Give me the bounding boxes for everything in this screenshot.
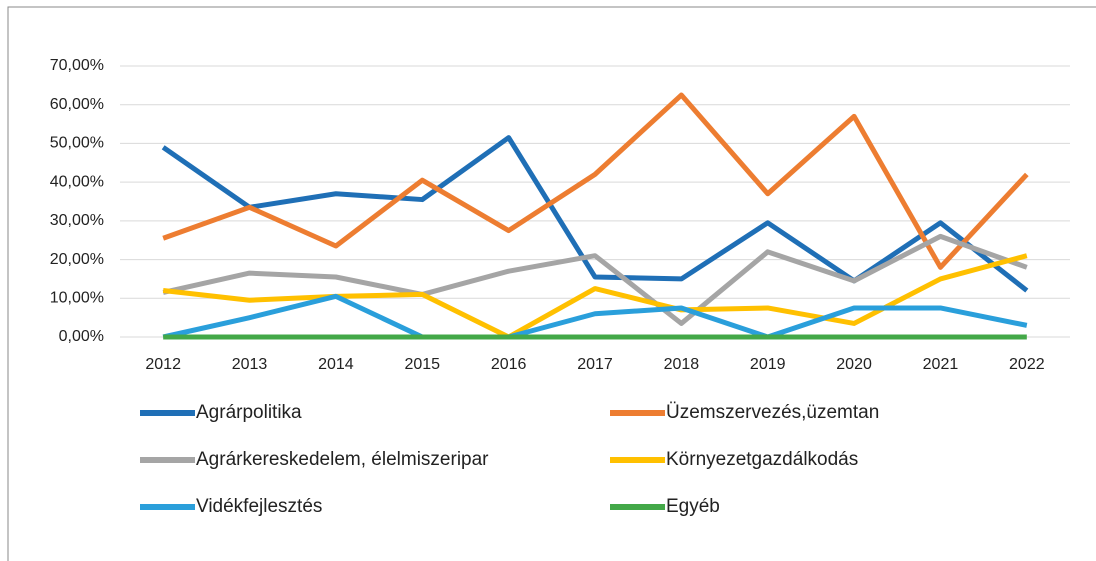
x-tick-label: 2020 <box>836 356 872 373</box>
y-tick-label: 70,00% <box>50 57 104 74</box>
y-tick-label: 40,00% <box>50 173 104 190</box>
legend-label: Egyéb <box>666 496 720 517</box>
x-tick-label: 2013 <box>232 356 268 373</box>
y-tick-label: 20,00% <box>50 251 104 268</box>
x-tick-label: 2015 <box>404 356 440 373</box>
x-tick-label: 2022 <box>1009 356 1045 373</box>
x-tick-label: 2012 <box>145 356 181 373</box>
x-tick-label: 2021 <box>923 356 959 373</box>
x-tick-label: 2018 <box>664 356 700 373</box>
y-tick-label: 60,00% <box>50 96 104 113</box>
series-line <box>162 293 1028 340</box>
x-tick-label: 2019 <box>750 356 786 373</box>
y-tick-label: 30,00% <box>50 212 104 229</box>
series-line <box>162 233 1028 326</box>
series-line <box>161 135 1029 293</box>
x-tick-label: 2017 <box>577 356 613 373</box>
frame <box>7 6 1096 561</box>
legend-label: Üzemszervezés,üzemtan <box>666 402 879 423</box>
legend: Agrárpolitika Üzemszervezés,üzemtan Agrárk… <box>140 402 879 517</box>
x-tick-label: 2016 <box>491 356 527 373</box>
series-line <box>162 253 1028 340</box>
x-tick-label: 2014 <box>318 356 354 373</box>
legend-label: Agrárpolitika <box>196 402 302 423</box>
series-line <box>162 92 1029 270</box>
y-tick-label: 50,00% <box>50 135 104 152</box>
y-tick-label: 10,00% <box>50 290 104 307</box>
legend-label: Vidékfejlesztés <box>196 496 322 517</box>
y-tick-label: 0,00% <box>59 328 104 345</box>
legend-label: Agrárkereskedelem, élelmiszeripar <box>196 449 489 470</box>
legend-label: Környezetgazdálkodás <box>666 449 858 470</box>
